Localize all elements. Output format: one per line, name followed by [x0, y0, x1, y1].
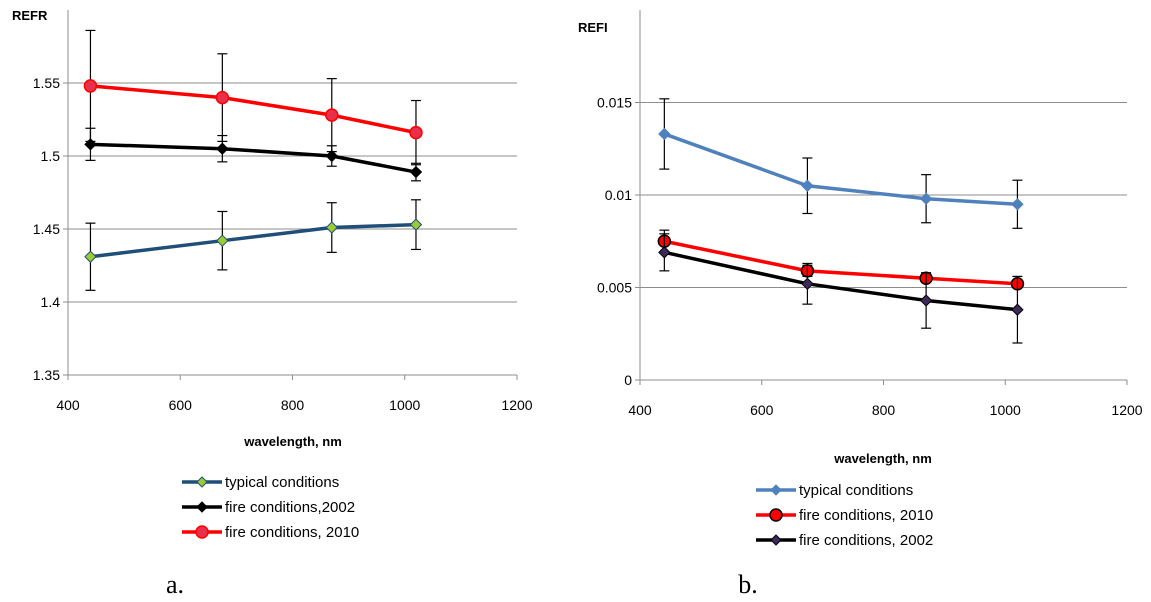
legend-label: fire conditions, 2010: [799, 507, 933, 524]
y-axis-title: REFR: [12, 8, 48, 23]
y-tick-label: 1.4: [41, 294, 61, 310]
y-tick-label: 0.015: [597, 95, 632, 111]
panel-label: b.: [738, 570, 758, 599]
series-1: [84, 199, 423, 291]
x-tick-label: 1200: [501, 397, 532, 413]
data-point: [84, 250, 97, 263]
data-point: [1011, 198, 1024, 211]
data-point: [409, 125, 423, 140]
data-point: [83, 79, 98, 93]
data-point: [801, 277, 814, 291]
legend-swatch-marker: [196, 501, 208, 513]
series-line: [663, 239, 1018, 286]
x-tick-label: 800: [872, 402, 896, 418]
x-tick-label: 400: [56, 397, 80, 413]
data-point: [216, 142, 229, 155]
series-line: [90, 142, 417, 174]
series-2: [657, 229, 1025, 291]
data-point: [919, 294, 933, 307]
y-tick-label: 0.01: [605, 187, 632, 203]
legend-label: typical conditions: [799, 482, 913, 499]
legend: typical conditions fire conditions,2002 fi…: [182, 474, 359, 541]
y-tick-label: 0: [624, 372, 632, 388]
data-point: [409, 165, 423, 179]
legend-label: fire conditions,2002: [225, 499, 355, 516]
data-point: [801, 179, 814, 192]
data-point: [325, 221, 338, 234]
x-tick-label: 600: [750, 402, 774, 418]
data-point: [215, 90, 230, 105]
series-3: [83, 29, 423, 166]
legend-swatch-marker: [770, 534, 782, 546]
x-tick-label: 1200: [1111, 402, 1142, 418]
y-tick-label: 1.55: [33, 75, 60, 91]
panel-label: a.: [166, 570, 184, 599]
data-point: [1011, 303, 1024, 316]
legend-swatch-marker: [195, 525, 209, 539]
data-point: [658, 246, 671, 259]
series-1: [658, 98, 1024, 229]
series-line: [90, 84, 417, 135]
y-tick-label: 0.005: [597, 280, 632, 296]
panel-a: 1.35 1.4 1.45 1.5 1.55 400 600 800 1000 1200 REFR w…: [12, 8, 533, 599]
series-2: [84, 127, 423, 182]
legend: typical conditions fire conditions, 2010 f…: [756, 482, 933, 549]
x-axis-title: wavelength, nm: [243, 434, 342, 449]
legend-swatch-marker: [196, 476, 208, 488]
x-tick-label: 400: [628, 402, 652, 418]
y-axis-title: REFI: [578, 20, 608, 35]
y-tick-label: 1.45: [33, 221, 60, 237]
legend-label: typical conditions: [225, 474, 339, 491]
panel-b: 0 0.005 0.01 0.015 400 600 800 1000 1200 REFI wave…: [578, 10, 1143, 599]
legend-swatch-marker: [770, 484, 782, 496]
legend-label: fire conditions, 2010: [225, 524, 359, 541]
y-tick-label: 1.35: [33, 367, 60, 383]
data-point: [409, 218, 423, 231]
series-line: [90, 222, 417, 259]
data-point: [919, 192, 933, 205]
legend-label: fire conditions, 2002: [799, 532, 933, 549]
data-point: [216, 234, 229, 247]
x-tick-label: 600: [169, 397, 193, 413]
x-tick-label: 1000: [990, 402, 1021, 418]
y-tick-label: 1.5: [41, 148, 61, 164]
data-point: [325, 108, 339, 122]
series-line: [663, 250, 1018, 312]
series-line: [663, 132, 1018, 206]
series-3: [658, 233, 1024, 344]
data-point: [325, 149, 338, 163]
x-tick-label: 1000: [389, 397, 420, 413]
x-tick-label: 800: [281, 397, 305, 413]
x-axis-title: wavelength, nm: [833, 451, 932, 466]
legend-swatch-marker: [769, 508, 783, 522]
data-point: [658, 127, 671, 141]
